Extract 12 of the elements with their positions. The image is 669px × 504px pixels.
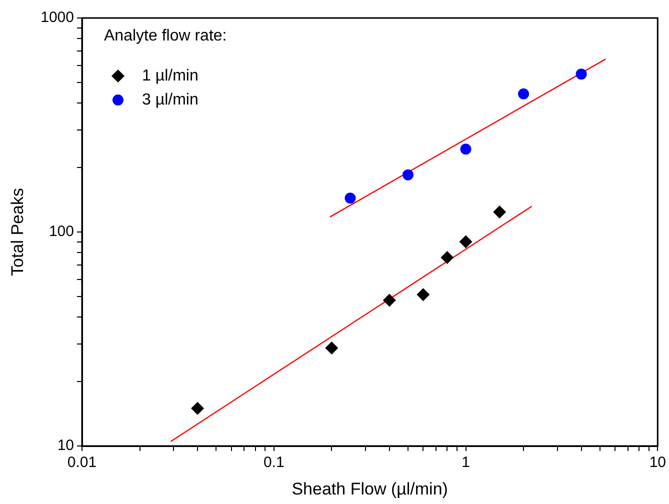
x-tick-label: 0.1 xyxy=(263,454,284,472)
legend-title: Analyte flow rate: xyxy=(104,27,227,44)
x-tick-label: 1 xyxy=(462,454,470,472)
legend-label: 3 µl/min xyxy=(142,91,198,108)
y-tick-label: 1000 xyxy=(40,9,74,26)
x-axis-title: Sheath Flow (µl/min) xyxy=(292,479,448,498)
y-axis-title: Total Peaks xyxy=(8,188,27,276)
y-tick-label: 100 xyxy=(48,223,74,240)
x-tick-label: 10 xyxy=(649,454,666,472)
y-tick-label: 10 xyxy=(57,437,74,454)
legend-label: 1 µl/min xyxy=(142,67,198,84)
x-tick-label: 0.01 xyxy=(67,454,97,472)
